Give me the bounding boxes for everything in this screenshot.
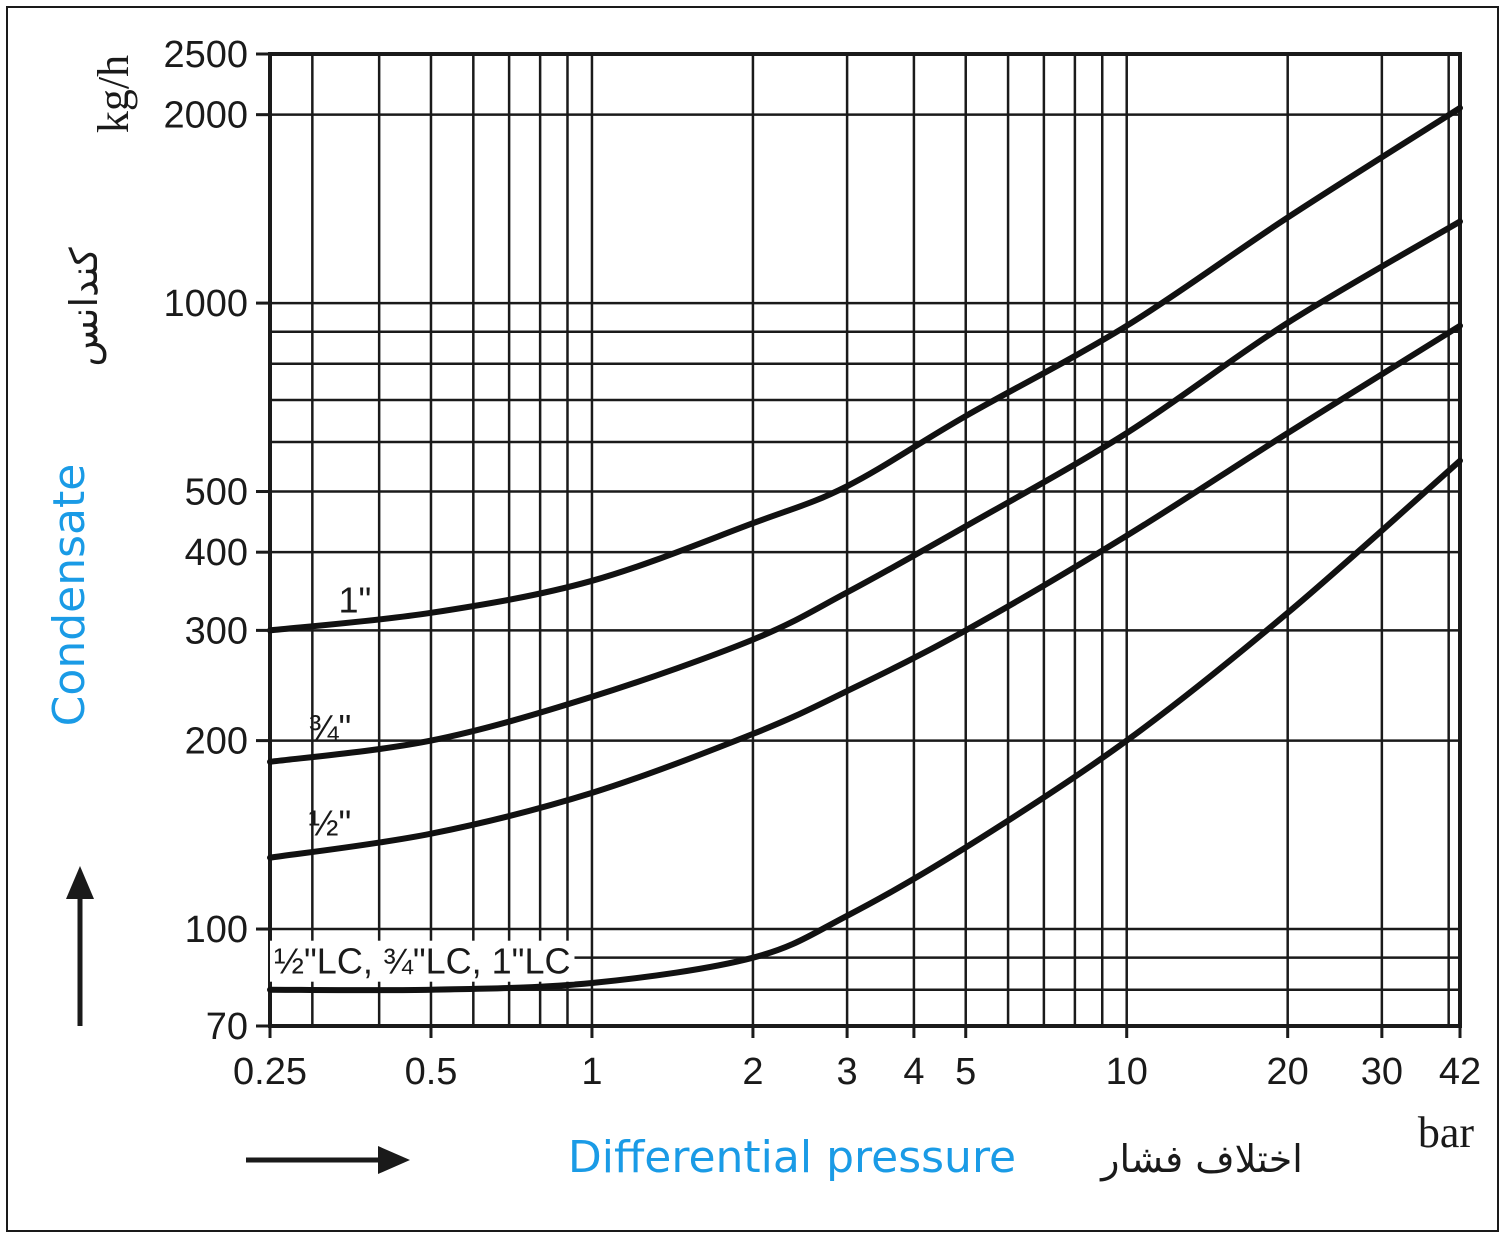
series-line-3 bbox=[267, 457, 1463, 994]
series-label-1: ¾" bbox=[308, 707, 351, 748]
x-axis-label: Differential pressure bbox=[568, 1132, 1016, 1183]
svg-text:1": 1" bbox=[338, 579, 371, 620]
y-unit-label: kg/h bbox=[89, 55, 138, 133]
x-tick-label: 20 bbox=[1267, 1051, 1309, 1093]
x-tick-label: 3 bbox=[837, 1051, 858, 1093]
condensate-chart: 0.25 0.5 1 2 3 4 5 10 20 30 42 70 100 200 300 400 500 10… bbox=[44, 34, 1481, 1183]
y-tick-label: 500 bbox=[185, 472, 248, 514]
x-tick-labels: 0.25 0.5 1 2 3 4 5 10 20 30 42 bbox=[233, 1026, 1481, 1093]
x-axis-label-fa: اختلاف فشار bbox=[1099, 1137, 1303, 1181]
x-tick-label: 1 bbox=[581, 1051, 602, 1093]
series-line-0 bbox=[267, 104, 1463, 634]
series-label-0: 1" bbox=[338, 579, 371, 620]
svg-text:½": ½" bbox=[308, 803, 351, 844]
y-tick-labels: 70 100 200 300 400 500 1000 2000 2500 bbox=[163, 34, 270, 1048]
x-tick-label: 30 bbox=[1361, 1051, 1403, 1093]
y-tick-label: 200 bbox=[185, 721, 248, 763]
y-tick-label: 1000 bbox=[163, 283, 248, 325]
plot-border bbox=[268, 52, 1462, 1028]
x-tick-label: 42 bbox=[1439, 1051, 1481, 1093]
series-layer bbox=[267, 104, 1463, 994]
series-line-1 bbox=[267, 218, 1463, 765]
y-tick-label: 2500 bbox=[163, 34, 248, 76]
x-tick-label: 0.5 bbox=[405, 1051, 458, 1093]
x-tick-label: 4 bbox=[903, 1051, 924, 1093]
y-tick-label: 100 bbox=[185, 909, 248, 951]
series-labels: 1" ¾" ½" ½"LC, ¾"LC, 1"LC bbox=[270, 579, 575, 982]
y-tick-label: 2000 bbox=[163, 95, 248, 137]
x-tick-label: 0.25 bbox=[233, 1051, 307, 1093]
x-tick-label: 2 bbox=[742, 1051, 763, 1093]
y-axis-label-fa: کندانس bbox=[62, 247, 106, 367]
chart-frame: 0.25 0.5 1 2 3 4 5 10 20 30 42 70 100 200 300 400 500 10… bbox=[6, 6, 1499, 1232]
x-unit-label: bar bbox=[1418, 1108, 1475, 1157]
right-arrow-icon bbox=[246, 1146, 410, 1174]
series-label-2: ½" bbox=[308, 803, 351, 844]
x-tick-label: 5 bbox=[955, 1051, 976, 1093]
y-tick-label: 400 bbox=[185, 532, 248, 574]
grid bbox=[270, 54, 1460, 1026]
x-tick-label: 10 bbox=[1106, 1051, 1148, 1093]
svg-text:¾": ¾" bbox=[308, 707, 351, 748]
series-line-2 bbox=[267, 322, 1463, 861]
y-tick-label: 300 bbox=[185, 610, 248, 652]
y-tick-label: 70 bbox=[206, 1006, 248, 1048]
y-axis-label: Condensate bbox=[44, 464, 95, 727]
svg-text:½"LC, ¾"LC, 1"LC: ½"LC, ¾"LC, 1"LC bbox=[274, 941, 570, 982]
up-arrow-icon bbox=[66, 866, 94, 1026]
series-label-3: ½"LC, ¾"LC, 1"LC bbox=[270, 940, 575, 982]
